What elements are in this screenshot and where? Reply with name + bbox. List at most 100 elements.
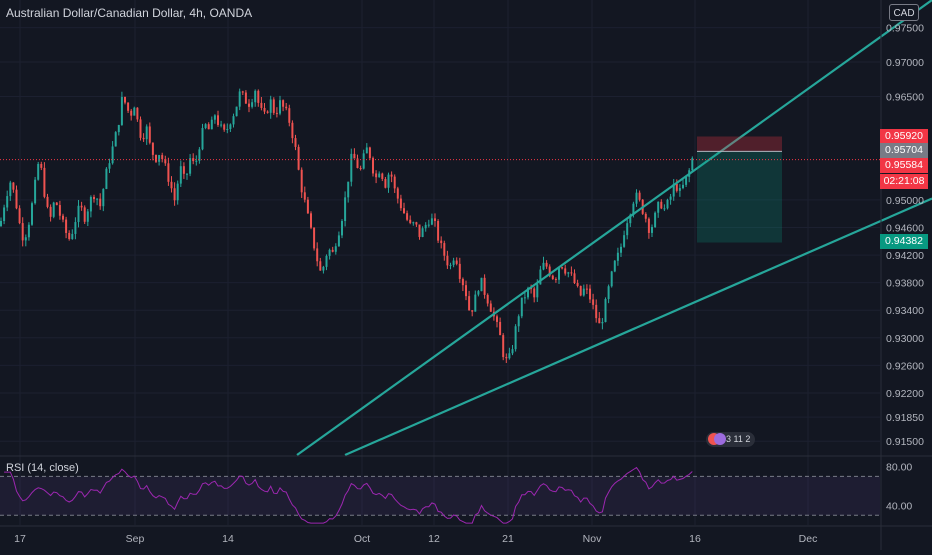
candle (294, 134, 297, 151)
candle (396, 186, 399, 204)
candle-body (269, 99, 272, 113)
candle-body (685, 176, 688, 185)
candle-body (325, 255, 328, 267)
candle (49, 204, 52, 222)
candle (111, 141, 114, 165)
candle (620, 243, 622, 257)
candle (585, 284, 588, 295)
candle-body (235, 106, 238, 117)
position-target-zone (697, 151, 782, 243)
candle (334, 243, 337, 255)
candle-body (601, 321, 604, 324)
candle-body (232, 116, 235, 125)
candle-body (108, 163, 111, 169)
candle (238, 88, 241, 111)
candle (272, 97, 275, 115)
time-tick-label: 12 (428, 533, 440, 545)
candle-body (654, 212, 657, 228)
candle (424, 222, 427, 232)
candle-body (403, 208, 405, 214)
candle-body (663, 208, 666, 210)
candle-body (474, 294, 477, 312)
candle (303, 186, 306, 203)
candle-body (238, 91, 241, 107)
candle-body (666, 199, 669, 209)
candle (207, 122, 210, 130)
candle-body (130, 110, 133, 116)
candle-body (616, 252, 619, 261)
candle-body (399, 198, 402, 209)
candle-body (331, 249, 334, 252)
candle-body (151, 142, 154, 155)
candle-body (446, 255, 449, 266)
candle-body (120, 96, 123, 125)
candle (359, 165, 362, 171)
candle (350, 148, 353, 187)
candle (412, 221, 415, 226)
candle-body (139, 119, 142, 138)
candle (458, 257, 461, 283)
price-tick-label: 0.96500 (886, 92, 924, 104)
candle (672, 178, 675, 201)
candle-body (465, 285, 467, 297)
events-badge[interactable]: 3 11 2 (706, 432, 756, 447)
price-tick-label: 0.93400 (886, 305, 924, 317)
candle-body (678, 188, 681, 191)
candle-body (52, 202, 55, 217)
candle (148, 122, 151, 145)
candle-body (300, 169, 303, 193)
currency-button[interactable]: CAD (889, 4, 919, 21)
candle (393, 174, 396, 193)
stop-price-tag: 0.95920 (880, 129, 928, 144)
candle (297, 144, 300, 171)
price-tick-label: 0.91500 (886, 436, 924, 448)
candle-body (71, 233, 74, 240)
candle (496, 314, 498, 328)
candle-body (452, 260, 455, 265)
candle (24, 234, 27, 247)
candle (337, 231, 340, 247)
candle (65, 216, 68, 239)
candle (666, 198, 669, 210)
candle-body (527, 288, 529, 298)
candle (390, 171, 393, 183)
price-tick-label: 0.95000 (886, 195, 924, 207)
candle-body (480, 277, 483, 292)
candle (322, 265, 325, 274)
candle-body (434, 218, 436, 221)
candle (545, 260, 548, 269)
candle (685, 176, 688, 188)
candle-body (341, 221, 343, 236)
candle (173, 182, 176, 206)
time-tick-label: 16 (689, 533, 701, 545)
candle-body (430, 218, 433, 225)
candle-body (136, 107, 139, 120)
time-tick-label: Sep (126, 533, 145, 545)
candle-body (328, 249, 331, 256)
candle (210, 116, 213, 130)
candle-body (647, 218, 650, 233)
candle-body (223, 124, 226, 130)
candle-body (558, 267, 560, 280)
candle (229, 123, 232, 133)
candle (12, 182, 15, 193)
price-tick-label: 0.93000 (886, 333, 924, 345)
candle-body (260, 102, 263, 108)
candle (598, 312, 601, 324)
candle-body (362, 153, 365, 169)
candle (567, 271, 570, 278)
rsi-indicator-label[interactable]: RSI (14, close) (6, 462, 79, 474)
candle-body (316, 248, 319, 262)
candle-body (161, 155, 164, 160)
candle-body (486, 294, 489, 304)
bar-countdown-tag: 02:21:08 (880, 174, 928, 189)
candle-body (595, 304, 598, 319)
candle-body (412, 222, 415, 224)
candle (505, 353, 508, 364)
candle (489, 300, 492, 312)
candle-body (124, 96, 126, 103)
candle (83, 205, 86, 225)
candle-body (629, 214, 632, 224)
